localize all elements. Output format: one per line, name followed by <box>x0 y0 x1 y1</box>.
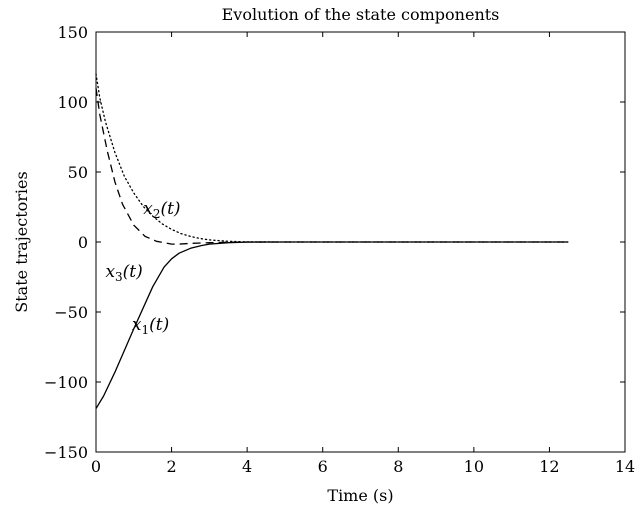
x-tick-label: 4 <box>242 457 252 476</box>
x-tick-label: 2 <box>166 457 176 476</box>
x-tick-label: 8 <box>393 457 403 476</box>
y-tick-label: −100 <box>44 373 88 392</box>
x-tick-label: 14 <box>615 457 635 476</box>
plot-area: 0 2 4 6 8 10 12 14 −150 −100 −50 0 50 100 150 x2(t) x3(t… <box>44 23 635 476</box>
x-tick-label: 6 <box>318 457 328 476</box>
x-axis-title: Time (s) <box>327 486 393 505</box>
chart-title: Evolution of the state components <box>222 5 500 24</box>
x-tick-label: 12 <box>539 457 559 476</box>
y-tick-label: −150 <box>44 443 88 462</box>
x-tick-label: 0 <box>91 457 101 476</box>
y-axis-title: State trajectories <box>12 171 31 312</box>
series-annotation-3: x1(t) <box>132 315 169 337</box>
x-tick-label: 10 <box>464 457 484 476</box>
y-tick-label: −50 <box>54 303 88 322</box>
series-annotation-1: x2(t) <box>143 199 180 221</box>
series-annotation-2: x3(t) <box>105 262 142 284</box>
series-line-3 <box>95 87 569 245</box>
y-tick-label: 100 <box>57 93 88 112</box>
y-tick-label: 150 <box>57 23 88 42</box>
y-tick-label: 50 <box>68 163 88 182</box>
y-tick-label: 0 <box>78 233 88 252</box>
